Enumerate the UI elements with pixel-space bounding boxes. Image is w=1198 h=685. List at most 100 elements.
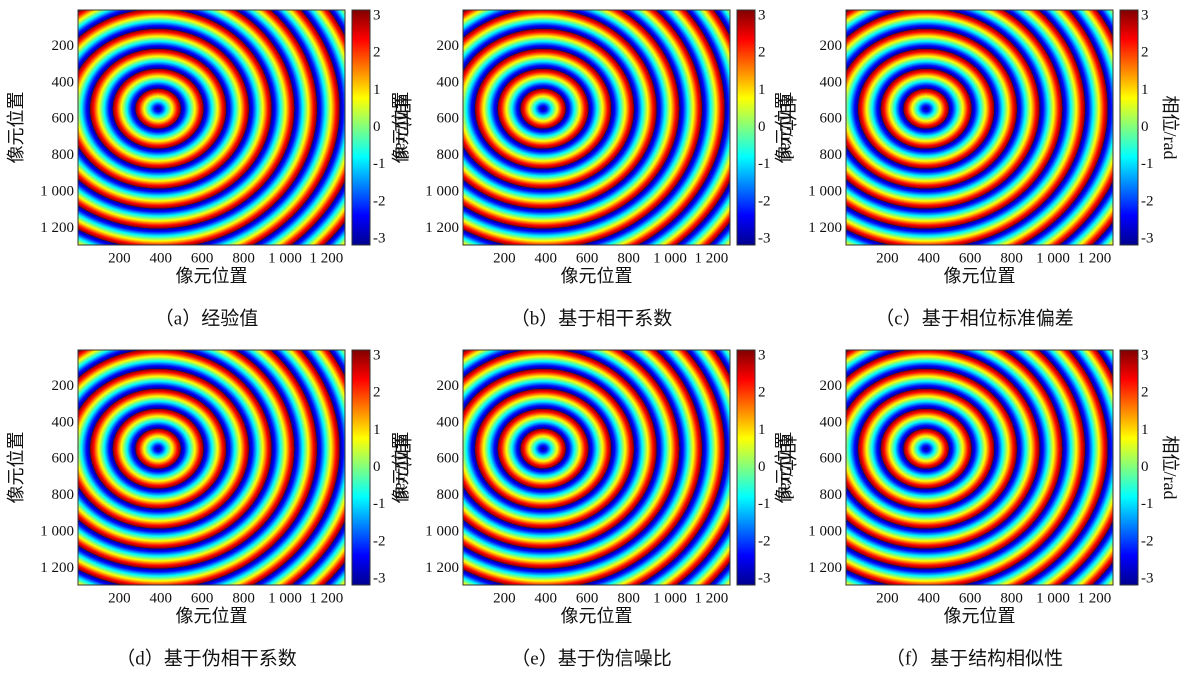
colorbar-tick-label: 0 (1141, 119, 1149, 135)
x-tick-label: 1 200 (309, 250, 343, 266)
y-axis-label: 像元位置 (391, 92, 411, 164)
x-tick-label: 200 (493, 250, 516, 266)
y-tick-label: 400 (437, 74, 460, 90)
colorbar-tick-label: 0 (1141, 459, 1149, 475)
x-tick-label: 1 000 (653, 590, 687, 606)
x-tick-label: 600 (576, 250, 599, 266)
x-axis-label: 像元位置 (944, 266, 1016, 286)
y-tick-label: 1 200 (425, 560, 459, 576)
colorbar-label: 相位/rad (777, 436, 797, 500)
y-axis-label: 像元位置 (774, 92, 794, 164)
x-tick-label: 1 200 (694, 590, 728, 606)
x-tick-label: 400 (535, 590, 558, 606)
y-tick-label: 800 (820, 487, 843, 503)
y-tick-label: 600 (52, 111, 75, 127)
y-tick-label: 400 (52, 74, 75, 90)
x-tick-label: 1 200 (1077, 250, 1111, 266)
panel: 200 400 600 800 1 000 1 200 200 400 600 800 1 000 1… (391, 7, 797, 329)
x-tick-label: 800 (1000, 250, 1023, 266)
y-tick-label: 1 000 (808, 184, 842, 200)
colorbar-label: 相位/rad (1160, 436, 1180, 500)
y-tick-label: 800 (437, 487, 460, 503)
interferogram (78, 350, 345, 585)
colorbar-tick-label: 0 (758, 119, 766, 135)
x-tick-label: 200 (493, 590, 516, 606)
panel: 200 400 600 800 1 000 1 200 200 400 600 800 1 000 1… (774, 347, 1180, 669)
x-tick-label: 200 (876, 250, 899, 266)
colorbar-tick-label: 2 (373, 385, 381, 401)
y-tick-label: 1 200 (425, 220, 459, 236)
x-tick-label: 600 (959, 590, 982, 606)
y-axis-label: 像元位置 (6, 92, 26, 164)
y-tick-label: 1 200 (808, 560, 842, 576)
colorbar (736, 349, 756, 586)
y-tick-label: 600 (52, 451, 75, 467)
colorbar-tick-label: 2 (758, 45, 766, 61)
x-tick-label: 1 000 (268, 250, 302, 266)
x-axis-label: 像元位置 (561, 606, 633, 626)
x-tick-label: 1 200 (1077, 590, 1111, 606)
colorbar-tick-label: 2 (373, 45, 381, 61)
y-tick-label: 600 (820, 111, 843, 127)
colorbar-tick-label: 1 (373, 82, 381, 98)
y-tick-label: 1 200 (40, 220, 74, 236)
x-tick-label: 600 (959, 250, 982, 266)
x-tick-label: 600 (576, 590, 599, 606)
colorbar-tick-label: -2 (373, 193, 386, 209)
colorbar-tick-label: -3 (758, 570, 771, 586)
x-tick-label: 1 000 (268, 590, 302, 606)
x-tick-label: 800 (232, 250, 255, 266)
axes-frame (77, 349, 346, 586)
x-tick-label: 200 (108, 590, 131, 606)
x-tick-label: 800 (232, 590, 255, 606)
interferogram (78, 10, 345, 245)
colorbar-tick-label: 1 (758, 422, 766, 438)
y-tick-label: 800 (820, 147, 843, 163)
panel: 200 400 600 800 1 000 1 200 200 400 600 800 1 000 1… (774, 7, 1180, 329)
x-tick-label: 600 (191, 250, 214, 266)
x-tick-label: 1 000 (653, 250, 687, 266)
colorbar-tick-label: -3 (373, 230, 386, 246)
caption: （f）基于结构相似性 (886, 647, 1063, 669)
y-tick-label: 600 (820, 451, 843, 467)
y-tick-label: 200 (437, 38, 460, 54)
x-axis-label: 像元位置 (176, 266, 248, 286)
colorbar-tick-label: 1 (1141, 82, 1149, 98)
colorbar-label: 相位/rad (392, 96, 412, 160)
interferogram (463, 350, 730, 585)
colorbar-tick-label: -3 (1141, 570, 1154, 586)
interferogram (846, 350, 1113, 585)
y-axis-label: 像元位置 (391, 432, 411, 504)
caption: （c）基于相位标准偏差 (875, 307, 1073, 329)
colorbar-tick-label: -2 (758, 533, 771, 549)
caption: （b）基于相干系数 (511, 307, 673, 329)
x-tick-label: 1 200 (694, 250, 728, 266)
y-tick-label: 200 (820, 378, 843, 394)
colorbar-tick-label: -2 (758, 193, 771, 209)
colorbar-label: 相位/rad (777, 96, 797, 160)
colorbar (351, 349, 371, 586)
colorbar-tick-label: -1 (373, 156, 386, 172)
x-tick-label: 200 (876, 590, 899, 606)
interferogram (846, 10, 1113, 245)
caption: （a）经验值 (155, 307, 258, 329)
y-axis-label: 像元位置 (6, 432, 26, 504)
y-tick-label: 200 (437, 378, 460, 394)
x-tick-label: 200 (108, 250, 131, 266)
x-tick-label: 1 000 (1036, 250, 1070, 266)
y-tick-label: 600 (437, 111, 460, 127)
x-axis-label: 像元位置 (561, 266, 633, 286)
axes-frame (462, 349, 731, 586)
y-tick-label: 200 (52, 38, 75, 54)
colorbar-tick-label: 2 (1141, 45, 1149, 61)
x-tick-label: 400 (150, 250, 173, 266)
y-tick-label: 1 200 (808, 220, 842, 236)
y-axis-label: 像元位置 (774, 432, 794, 504)
y-tick-label: 400 (820, 414, 843, 430)
colorbar-tick-label: 1 (1141, 422, 1149, 438)
x-axis-label: 像元位置 (944, 606, 1016, 626)
x-tick-label: 800 (617, 590, 640, 606)
colorbar-tick-label: 3 (758, 347, 766, 363)
axes-frame (845, 9, 1114, 246)
axes-frame (462, 9, 731, 246)
